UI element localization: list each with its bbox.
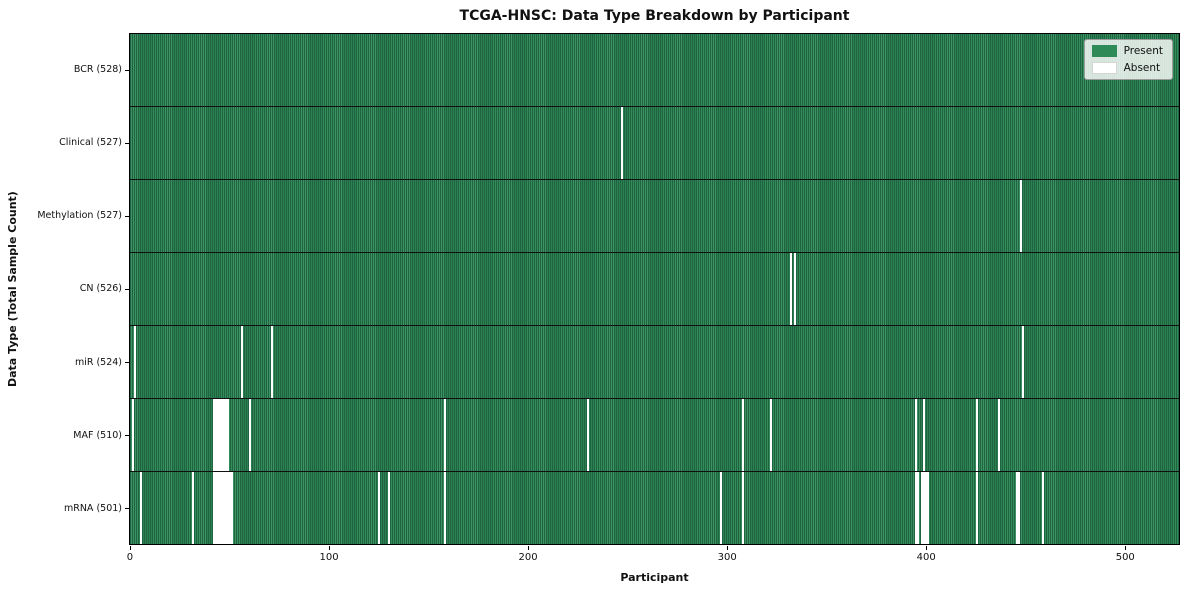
y-tick-mark (125, 142, 129, 144)
absent-stripe (1022, 326, 1025, 398)
absent-stripe (926, 472, 929, 544)
absent-stripe (1041, 472, 1044, 544)
absent-stripe (223, 399, 226, 471)
absent-stripe (976, 399, 979, 471)
x-tick-label: 300 (717, 552, 737, 563)
absent-stripe (225, 399, 228, 471)
absent-stripe (793, 253, 796, 325)
x-tick-label: 500 (1115, 552, 1135, 563)
absent-stripe (271, 326, 274, 398)
absent-stripe (920, 472, 923, 544)
heatmap-row-cn (130, 252, 1179, 325)
absent-stripe (217, 399, 220, 471)
legend-item-present: Present (1091, 45, 1163, 57)
heatmap-row-mrna (130, 471, 1179, 544)
x-tick-mark (727, 546, 729, 550)
absent-stripe (221, 399, 224, 471)
absent-stripe (133, 326, 136, 398)
absent-stripe (191, 472, 194, 544)
x-tick-label: 400 (916, 552, 936, 563)
y-tick-label-cn: CN (526) (79, 283, 122, 295)
absent-stripe (215, 472, 218, 544)
absent-stripe (227, 472, 230, 544)
x-tick-label: 200 (518, 552, 538, 563)
x-tick-label: 0 (126, 552, 134, 563)
absent-stripe (388, 472, 391, 544)
legend-label-absent: Absent (1123, 62, 1161, 74)
absent-stripe (443, 472, 446, 544)
absent-stripe (720, 472, 723, 544)
y-tick-mark (125, 435, 129, 437)
absent-stripe (922, 399, 925, 471)
absent-stripe (914, 472, 917, 544)
absent-stripe (139, 472, 142, 544)
legend-swatch-absent-icon (1091, 62, 1117, 74)
absent-stripe (217, 472, 220, 544)
y-tick-label-clinical: Clinical (527) (59, 137, 122, 149)
heatmap-row-maf (130, 398, 1179, 471)
absent-stripe (219, 399, 222, 471)
absent-stripe (227, 399, 230, 471)
y-tick-label-mir: miR (524) (74, 356, 122, 368)
legend-label-present: Present (1123, 45, 1163, 57)
absent-stripe (249, 399, 252, 471)
x-tick-mark (528, 546, 530, 550)
absent-stripe (922, 472, 925, 544)
absent-stripe (1016, 472, 1019, 544)
absent-stripe (741, 399, 744, 471)
absent-stripe (620, 107, 623, 179)
legend-item-absent: Absent (1091, 62, 1163, 74)
absent-stripe (213, 399, 216, 471)
absent-stripe (741, 472, 744, 544)
absent-stripe (916, 472, 919, 544)
heatmap-row-bcr (130, 34, 1179, 106)
y-tick-label-methylation: Methylation (527) (37, 210, 122, 222)
x-tick-label: 100 (319, 552, 339, 563)
chart-title: TCGA-HNSC: Data Type Breakdown by Partic… (459, 8, 850, 24)
plot-area: Present Absent (129, 33, 1180, 545)
y-tick-label-maf: MAF (510) (73, 429, 122, 441)
heatmap-row-mir (130, 325, 1179, 398)
y-tick-mark (125, 508, 129, 510)
heatmap-row-clinical (130, 106, 1179, 179)
legend-swatch-present-icon (1091, 45, 1117, 57)
absent-stripe (131, 399, 134, 471)
absent-stripe (378, 472, 381, 544)
heatmap-row-methylation (130, 179, 1179, 252)
y-tick-label-bcr: BCR (528) (73, 64, 122, 76)
absent-stripe (789, 253, 792, 325)
absent-stripe (1020, 180, 1023, 252)
absent-stripe (924, 472, 927, 544)
absent-stripe (215, 399, 218, 471)
absent-stripe (241, 326, 244, 398)
y-tick-label-mrna: mRNA (501) (63, 502, 122, 514)
absent-stripe (225, 472, 228, 544)
x-tick-mark (1125, 546, 1127, 550)
absent-stripe (443, 399, 446, 471)
absent-stripe (586, 399, 589, 471)
x-axis-label: Participant (620, 571, 689, 584)
absent-stripe (769, 399, 772, 471)
legend: Present Absent (1083, 39, 1173, 80)
x-tick-mark (329, 546, 331, 550)
absent-stripe (998, 399, 1001, 471)
y-tick-mark (125, 69, 129, 71)
y-tick-mark (125, 362, 129, 364)
y-tick-mark (125, 289, 129, 290)
absent-stripe (231, 472, 234, 544)
absent-stripe (219, 472, 222, 544)
x-tick-mark (129, 546, 131, 550)
y-tick-mark (125, 215, 129, 217)
y-tick-labels: BCR (528) Clinical (527) Methylation (527)… (0, 33, 122, 545)
absent-stripe (1018, 472, 1021, 544)
absent-stripe (221, 472, 224, 544)
x-tick-mark (926, 546, 928, 550)
absent-stripe (213, 472, 216, 544)
absent-stripe (914, 399, 917, 471)
absent-stripe (223, 472, 226, 544)
absent-stripe (229, 472, 232, 544)
absent-stripe (976, 472, 979, 544)
